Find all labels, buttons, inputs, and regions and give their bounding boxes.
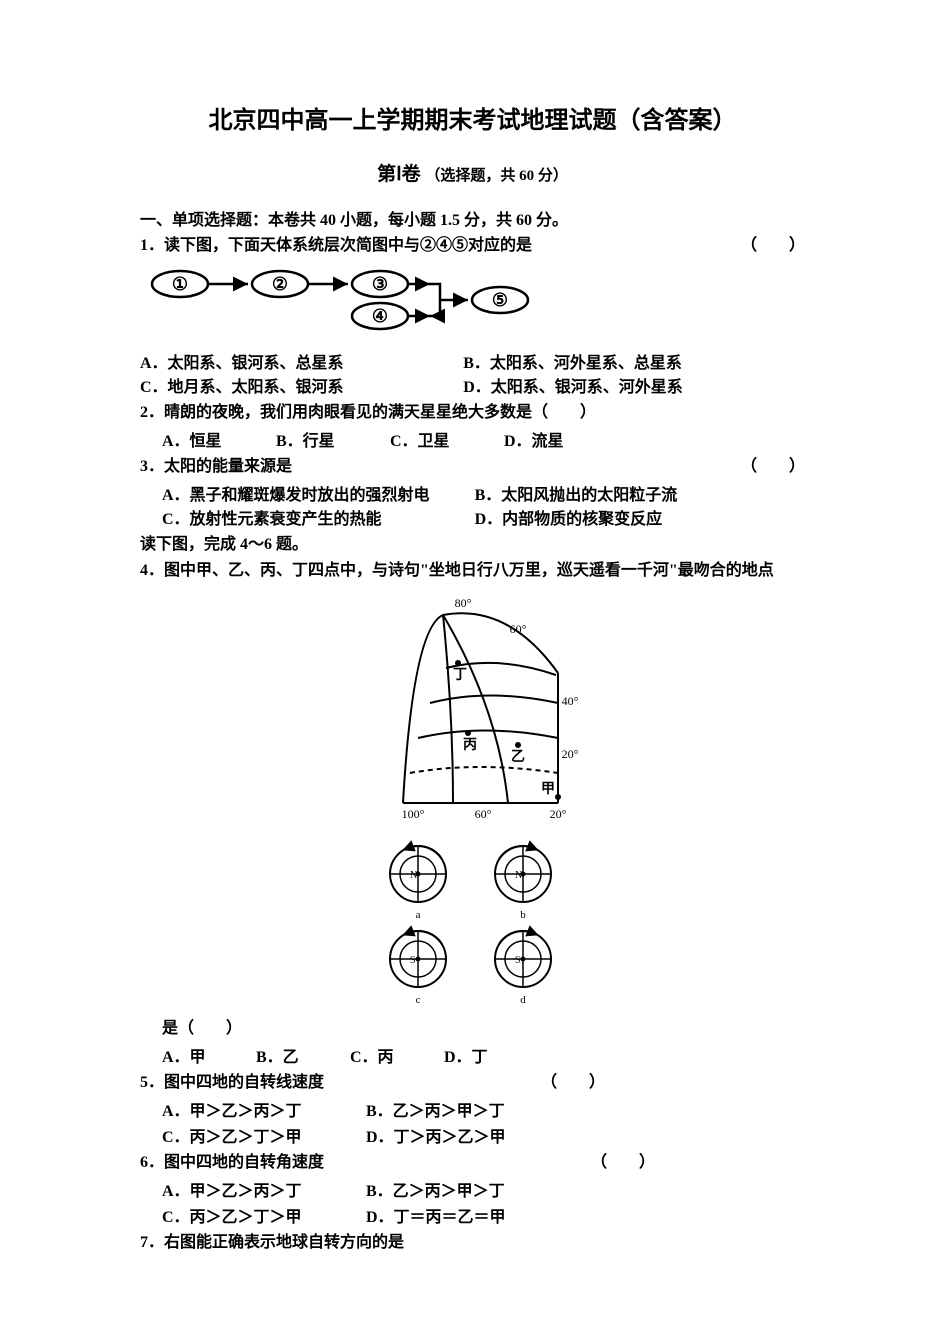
q3-bracket: （ ）	[741, 455, 805, 479]
subtitle-main: 第Ⅰ卷	[377, 164, 421, 185]
q1-options: A．太阳系、银河系、总星系 B．太阳系、河外星系、总星系 C．地月系、太阳系、银…	[140, 349, 805, 397]
section-heading: 一、单项选择题：本卷共 40 小题，每小题 1.5 分，共 60 分。	[140, 206, 805, 230]
page: 北京四中高一上学期期末考试地理试题（含答案） 第Ⅰ卷 （选择题，共 60 分） …	[0, 0, 945, 1337]
q1-bracket: （ ）	[741, 234, 805, 258]
q4-optA: A．甲	[162, 1043, 252, 1067]
q6-optD: D．丁＝丙＝乙＝甲	[366, 1203, 566, 1227]
svg-text:b: b	[520, 909, 526, 921]
q2-optA: A．恒星	[162, 427, 272, 451]
q1-text: 1．读下图，下面天体系统层次简图中与②④⑤对应的是 （ ）	[140, 234, 805, 258]
subtitle: 第Ⅰ卷 （选择题，共 60 分）	[140, 159, 805, 186]
svg-text:③: ③	[372, 274, 388, 294]
q3-options: A．黑子和耀斑爆发时放出的强烈射电 B．太阳风抛出的太阳粒子流 C．放射性元素衰…	[140, 481, 805, 529]
q4-optC: C．丙	[350, 1043, 440, 1067]
read-fig-note: 读下图，完成 4～6 题。	[140, 533, 805, 557]
q4-optD: D．丁	[444, 1043, 534, 1067]
q2-optD: D．流星	[504, 427, 614, 451]
q1-optB: B．太阳系、河外星系、总星系	[463, 349, 782, 373]
svg-text:①: ①	[172, 274, 188, 294]
q6-options-ab: A．甲＞乙＞丙＞丁 B．乙＞丙＞甲＞丁	[140, 1177, 805, 1201]
q1-optC: C．地月系、太阳系、银河系	[140, 373, 459, 397]
svg-text:60°: 60°	[474, 807, 491, 821]
q4-text: 4．图中甲、乙、丙、丁四点中，与诗句"坐地日行八万里，巡天遥看一千河"最吻合的地…	[140, 559, 805, 583]
q5-optD: D．丁＞丙＞乙＞甲	[366, 1123, 566, 1147]
q1-optA: A．太阳系、银河系、总星系	[140, 349, 459, 373]
q2-optC: C．卫星	[390, 427, 500, 451]
q5-optA: A．甲＞乙＞丙＞丁	[162, 1097, 362, 1121]
svg-text:20°: 20°	[549, 807, 566, 821]
q5-text: 5．图中四地的自转线速度 （ ）	[140, 1071, 805, 1095]
svg-text:④: ④	[372, 306, 388, 326]
system-diagram-svg: ① ② ③ ④ ⑤	[140, 264, 560, 334]
svg-text:60°: 60°	[509, 622, 526, 636]
svg-text:N: N	[410, 870, 417, 881]
q6-optB: B．乙＞丙＞甲＞丁	[366, 1177, 566, 1201]
q2-optB: B．行星	[276, 427, 386, 451]
svg-text:丁: 丁	[453, 668, 467, 683]
q7-text: 7．右图能正确表示地球自转方向的是	[140, 1231, 805, 1255]
q4-options: A．甲 B．乙 C．丙 D．丁	[140, 1043, 805, 1067]
q2-text: 2．晴朗的夜晚，我们用肉眼看见的满天星星绝大多数是（ ）	[140, 401, 805, 425]
discs-svg: N a N b S	[363, 834, 583, 1004]
q6-text: 6．图中四地的自转角速度 （ ）	[140, 1151, 805, 1175]
subtitle-note: （选择题，共 60 分）	[425, 168, 568, 184]
q3-optD: D．内部物质的核聚变反应	[475, 505, 784, 529]
q5-optC: C．丙＞乙＞丁＞甲	[162, 1123, 362, 1147]
svg-text:N: N	[515, 870, 522, 881]
q2-options: A．恒星 B．行星 C．卫星 D．流星	[140, 427, 805, 451]
q6-stem: 6．图中四地的自转角速度	[140, 1154, 324, 1171]
q5-bracket: （ ）	[541, 1071, 605, 1095]
svg-text:100°: 100°	[401, 807, 424, 821]
q1-stem: 1．读下图，下面天体系统层次简图中与②④⑤对应的是	[140, 237, 532, 254]
fig-system: ① ② ③ ④ ⑤	[140, 264, 805, 339]
svg-text:40°: 40°	[561, 694, 578, 708]
q3-optB: B．太阳风抛出的太阳粒子流	[475, 481, 784, 505]
q4-tail: 是（ ）	[140, 1017, 805, 1041]
q1-optD: D．太阳系、银河系、河外星系	[463, 373, 782, 397]
globe-svg: 80° 60° 40° 20° 100° 60° 20° 甲 乙 丙 丁	[358, 593, 588, 823]
q4-optB: B．乙	[256, 1043, 346, 1067]
q3-optA: A．黑子和耀斑爆发时放出的强烈射电	[162, 481, 471, 505]
svg-text:丙: 丙	[463, 737, 477, 753]
q5-options-cd: C．丙＞乙＞丁＞甲 D．丁＞丙＞乙＞甲	[140, 1123, 805, 1147]
q5-options-ab: A．甲＞乙＞丙＞丁 B．乙＞丙＞甲＞丁	[140, 1097, 805, 1121]
fig-globe: 80° 60° 40° 20° 100° 60° 20° 甲 乙 丙 丁	[140, 593, 805, 828]
fig-discs: N a N b S	[140, 834, 805, 1009]
page-title: 北京四中高一上学期期末考试地理试题（含答案）	[140, 100, 805, 135]
svg-text:乙: 乙	[511, 749, 525, 765]
q6-optC: C．丙＞乙＞丁＞甲	[162, 1203, 362, 1227]
svg-text:甲: 甲	[541, 781, 555, 797]
q5-optB: B．乙＞丙＞甲＞丁	[366, 1097, 566, 1121]
q6-optA: A．甲＞乙＞丙＞丁	[162, 1177, 362, 1201]
q3-text: 3．太阳的能量来源是 （ ）	[140, 455, 805, 479]
q6-bracket: （ ）	[591, 1151, 655, 1175]
svg-text:a: a	[415, 909, 420, 921]
svg-text:S: S	[515, 955, 521, 966]
q5-stem: 5．图中四地的自转线速度	[140, 1074, 324, 1091]
svg-text:20°: 20°	[561, 747, 578, 761]
q3-stem: 3．太阳的能量来源是	[140, 458, 292, 475]
svg-text:c: c	[415, 994, 420, 1004]
svg-text:②: ②	[272, 274, 288, 294]
svg-text:⑤: ⑤	[492, 290, 508, 310]
svg-text:d: d	[520, 994, 526, 1004]
q3-optC: C．放射性元素衰变产生的热能	[162, 505, 471, 529]
q6-options-cd: C．丙＞乙＞丁＞甲 D．丁＝丙＝乙＝甲	[140, 1203, 805, 1227]
svg-text:S: S	[410, 955, 416, 966]
svg-text:80°: 80°	[454, 596, 471, 610]
